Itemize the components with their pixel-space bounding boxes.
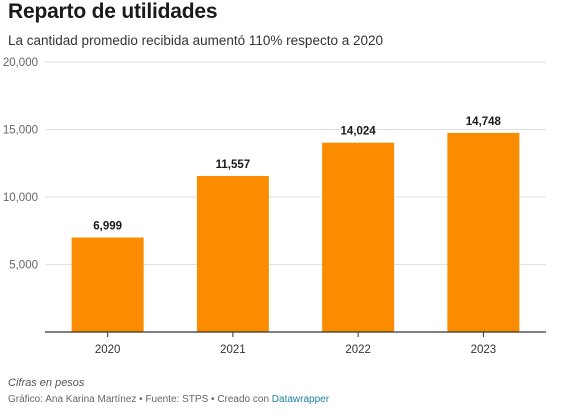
- data-label: 6,999: [93, 221, 122, 233]
- bar-chart: 5,000 10,000 15,000 20,000 6,999 2020 11,557 20…: [3, 57, 546, 356]
- x-tick-label: 2021: [220, 344, 246, 356]
- bar: [196, 175, 269, 332]
- chart-title: Reparto de utilidades: [8, 0, 218, 23]
- credit-text: Gráfico: Ana Karina Martínez • Fuente: S…: [8, 394, 272, 405]
- data-label: 14,024: [341, 126, 377, 138]
- y-tick-label: 10,000: [3, 192, 38, 204]
- data-label: 11,557: [216, 159, 251, 171]
- x-tick-label: 2023: [471, 344, 497, 356]
- y-tick-label: 5,000: [9, 260, 38, 272]
- chart-subtitle: La cantidad promedio recibida aumentó 11…: [8, 33, 384, 48]
- y-tick-label: 20,000: [3, 57, 38, 69]
- bar: [322, 142, 395, 332]
- units-note: Cifras en pesos: [8, 377, 85, 389]
- bar: [71, 237, 144, 332]
- y-tick-label: 15,000: [3, 125, 38, 137]
- datawrapper-link[interactable]: Datawrapper: [271, 394, 330, 405]
- bar: [447, 132, 520, 332]
- x-tick-label: 2022: [345, 344, 371, 356]
- credit-line: Gráfico: Ana Karina Martínez • Fuente: S…: [8, 394, 329, 405]
- x-tick-label: 2020: [95, 344, 121, 356]
- data-label: 14,748: [466, 116, 502, 128]
